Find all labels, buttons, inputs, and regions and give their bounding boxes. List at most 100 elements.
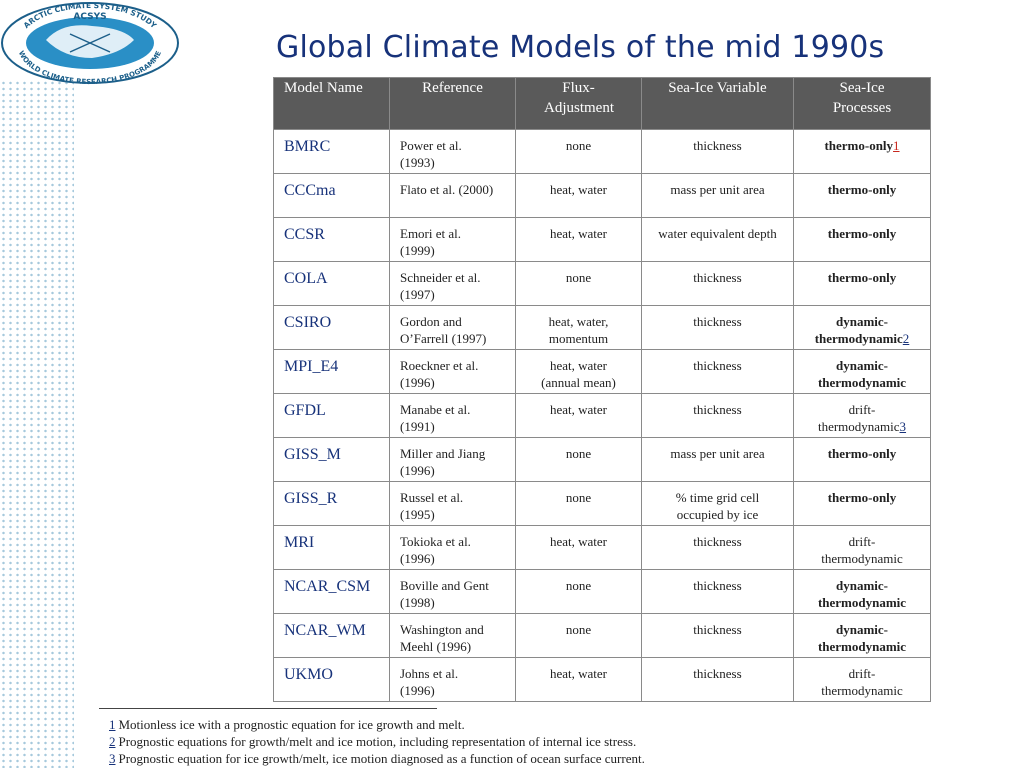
cell-reference: Manabe et al. (1991) — [389, 393, 516, 438]
table-row: UKMO Johns et al. (1996) heat, water thickne… — [273, 657, 931, 702]
cell-reference: Washington and Meehl (1996) — [389, 613, 516, 658]
process-line-2: thermodynamic — [817, 375, 907, 390]
cell-model-name: COLA — [273, 261, 390, 306]
cell-reference-line-1: Flato et al. (2000) — [400, 182, 494, 197]
cell-sea-ice-processes: dynamic-thermodynamic — [793, 349, 931, 394]
cell-flux-adjustment-line-1: heat, water — [549, 402, 608, 417]
cell-flux-adjustment-line-1: heat, water — [549, 182, 608, 197]
cell-model-name: MPI_E4 — [273, 349, 390, 394]
cell-sea-ice-processes: thermo-only — [793, 217, 931, 262]
cell-reference-line-1: Manabe et al. — [400, 402, 471, 417]
cell-sea-ice-variable: thickness — [641, 393, 794, 438]
cell-sea-ice-variable-line-1: thickness — [693, 402, 742, 417]
footnote-number: 3 — [109, 751, 116, 766]
footnote-number: 1 — [109, 717, 116, 732]
cell-reference-line-2: (1991) — [400, 419, 435, 434]
process-line-1: thermo-only — [824, 138, 894, 153]
cell-sea-ice-processes: drift-thermodynamic — [793, 657, 931, 702]
table-row: GISS_R Russel et al. (1995) none % time grid… — [273, 481, 931, 526]
process-line-1: dynamic- — [836, 314, 888, 329]
cell-flux-adjustment-line-2: (annual mean) — [541, 375, 616, 390]
cell-model-name: GISS_R — [273, 481, 390, 526]
cell-flux-adjustment: heat, water (annual mean) — [515, 349, 642, 394]
process-line-2: thermodynamic — [817, 595, 907, 610]
table-row: GFDL Manabe et al. (1991) heat, water thickn… — [273, 393, 931, 438]
models-table: Model Name Reference Flux-Adjustment Sea… — [273, 77, 931, 702]
process-line-1: thermo-only — [827, 270, 897, 285]
cell-flux-adjustment: none — [515, 261, 642, 306]
cell-reference-line-2: (1995) — [400, 507, 435, 522]
cell-reference-line-2: (1996) — [400, 683, 435, 698]
cell-sea-ice-processes: thermo-only — [793, 261, 931, 306]
cell-reference: Emori et al. (1999) — [389, 217, 516, 262]
process-line-1: drift- — [848, 666, 876, 681]
cell-flux-adjustment: none — [515, 613, 642, 658]
cell-model-name: GFDL — [273, 393, 390, 438]
footnote-2: 2 Prognostic equations for growth/melt an… — [109, 733, 889, 750]
cell-reference-line-2: (1996) — [400, 463, 435, 478]
cell-sea-ice-variable: thickness — [641, 569, 794, 614]
column-header-reference: Reference — [389, 77, 516, 130]
table-row: CSIRO Gordon and O’Farrell (1997) heat, wat… — [273, 305, 931, 350]
footnote-divider — [99, 708, 437, 709]
cell-flux-adjustment: heat, water — [515, 525, 642, 570]
cell-sea-ice-variable-line-1: thickness — [693, 270, 742, 285]
cell-reference: Schneider et al. (1997) — [389, 261, 516, 306]
cell-sea-ice-variable: mass per unit area — [641, 173, 794, 218]
cell-flux-adjustment: heat, water, momentum — [515, 305, 642, 350]
cell-flux-adjustment: none — [515, 129, 642, 174]
cell-sea-ice-variable-line-1: thickness — [693, 138, 742, 153]
cell-reference-line-1: Schneider et al. — [400, 270, 481, 285]
footnote-ref-link[interactable]: 3 — [899, 419, 907, 434]
cell-flux-adjustment: none — [515, 481, 642, 526]
cell-reference-line-1: Gordon and — [400, 314, 462, 329]
process-line-1: thermo-only — [827, 226, 897, 241]
cell-sea-ice-variable-line-1: thickness — [693, 622, 742, 637]
table-row: NCAR_WM Washington and Meehl (1996) none thi… — [273, 613, 931, 658]
acsys-logo: ARCTIC CLIMATE SYSTEM STUDY WORLD CLIMAT… — [1, 1, 179, 86]
process-line-2: thermodynamic — [814, 331, 903, 346]
cell-sea-ice-variable: mass per unit area — [641, 437, 794, 482]
cell-sea-ice-variable-line-1: thickness — [693, 578, 742, 593]
cell-sea-ice-variable: thickness — [641, 349, 794, 394]
footnote-text: Prognostic equation for ice growth/melt,… — [118, 751, 645, 766]
footnote-number: 2 — [109, 734, 116, 749]
cell-flux-adjustment-line-1: none — [565, 490, 592, 505]
cell-reference-line-2: Meehl (1996) — [400, 639, 472, 654]
cell-sea-ice-variable: thickness — [641, 305, 794, 350]
footnote-3: 3 Prognostic equation for ice growth/melt… — [109, 750, 889, 767]
cell-reference-line-1: Johns et al. — [400, 666, 459, 681]
cell-model-name: UKMO — [273, 657, 390, 702]
cell-reference-line-1: Miller and Jiang — [400, 446, 486, 461]
cell-flux-adjustment: none — [515, 569, 642, 614]
cell-flux-adjustment-line-1: heat, water — [549, 534, 608, 549]
table-row: COLA Schneider et al. (1997) none thickness t… — [273, 261, 931, 306]
cell-sea-ice-variable-line-1: mass per unit area — [670, 446, 765, 461]
cell-reference-line-2: (1998) — [400, 595, 435, 610]
cell-sea-ice-processes: dynamic-thermodynamic — [793, 613, 931, 658]
cell-sea-ice-variable: thickness — [641, 261, 794, 306]
table-row: GISS_M Miller and Jiang (1996) none mass per… — [273, 437, 931, 482]
cell-sea-ice-variable: thickness — [641, 613, 794, 658]
cell-model-name: BMRC — [273, 129, 390, 174]
cell-sea-ice-processes: dynamic-thermodynamic2 — [793, 305, 931, 350]
logo-acronym: ACSYS — [73, 12, 106, 22]
footnote-ref-link[interactable]: 2 — [902, 331, 910, 346]
cell-reference-line-2: (1999) — [400, 243, 435, 258]
cell-sea-ice-processes: thermo-only — [793, 173, 931, 218]
cell-sea-ice-variable-line-1: thickness — [693, 358, 742, 373]
decorative-dot-pattern — [0, 80, 74, 768]
table-row: NCAR_CSM Boville and Gent (1998) none thickn… — [273, 569, 931, 614]
cell-sea-ice-variable-line-1: water equivalent depth — [658, 226, 777, 241]
table-header-row: Model Name Reference Flux-Adjustment Sea… — [273, 77, 931, 130]
column-header-sea-ice-processes: Sea-Ice Processes — [793, 77, 931, 130]
cell-flux-adjustment-line-1: heat, water — [549, 358, 608, 373]
cell-flux-adjustment: heat, water — [515, 393, 642, 438]
footnote-ref-link[interactable]: 1 — [893, 138, 900, 153]
cell-sea-ice-processes: drift-thermodynamic — [793, 525, 931, 570]
cell-reference-line-1: Tokioka et al. — [400, 534, 471, 549]
footnote-text: Motionless ice with a prognostic equatio… — [118, 717, 465, 732]
cell-reference-line-1: Russel et al. — [400, 490, 464, 505]
table-row: CCCma Flato et al. (2000) heat, water mass … — [273, 173, 931, 218]
table-row: BMRC Power et al. (1993) none thickness therm… — [273, 129, 931, 174]
